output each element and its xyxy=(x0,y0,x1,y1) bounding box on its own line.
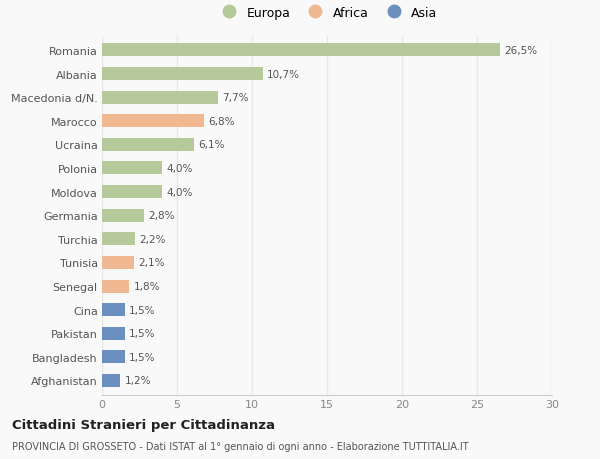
Bar xyxy=(102,303,125,316)
Bar xyxy=(102,186,162,199)
Text: 10,7%: 10,7% xyxy=(267,69,300,79)
Text: 1,5%: 1,5% xyxy=(129,305,155,315)
Text: 1,8%: 1,8% xyxy=(133,281,160,291)
Text: 6,1%: 6,1% xyxy=(198,140,224,150)
Bar xyxy=(102,45,499,57)
Text: 26,5%: 26,5% xyxy=(504,46,537,56)
Bar xyxy=(102,351,125,364)
Bar xyxy=(102,115,204,128)
Text: 1,2%: 1,2% xyxy=(125,375,151,386)
Text: 2,8%: 2,8% xyxy=(149,211,175,221)
Text: 7,7%: 7,7% xyxy=(222,93,248,103)
Bar xyxy=(102,139,193,151)
Bar xyxy=(102,327,125,340)
Bar xyxy=(102,280,129,293)
Text: 2,1%: 2,1% xyxy=(138,258,164,268)
Bar xyxy=(102,209,144,222)
Text: 1,5%: 1,5% xyxy=(129,329,155,338)
Bar xyxy=(102,91,218,105)
Text: PROVINCIA DI GROSSETO - Dati ISTAT al 1° gennaio di ogni anno - Elaborazione TUT: PROVINCIA DI GROSSETO - Dati ISTAT al 1°… xyxy=(12,441,469,451)
Text: Cittadini Stranieri per Cittadinanza: Cittadini Stranieri per Cittadinanza xyxy=(12,418,275,431)
Bar xyxy=(102,257,133,269)
Legend: Europa, Africa, Asia: Europa, Africa, Asia xyxy=(213,3,441,23)
Text: 4,0%: 4,0% xyxy=(167,163,193,174)
Bar xyxy=(102,162,162,175)
Text: 4,0%: 4,0% xyxy=(167,187,193,197)
Text: 2,2%: 2,2% xyxy=(139,234,166,244)
Text: 1,5%: 1,5% xyxy=(129,352,155,362)
Bar xyxy=(102,233,135,246)
Bar xyxy=(102,68,263,81)
Text: 6,8%: 6,8% xyxy=(209,117,235,127)
Bar xyxy=(102,374,120,387)
